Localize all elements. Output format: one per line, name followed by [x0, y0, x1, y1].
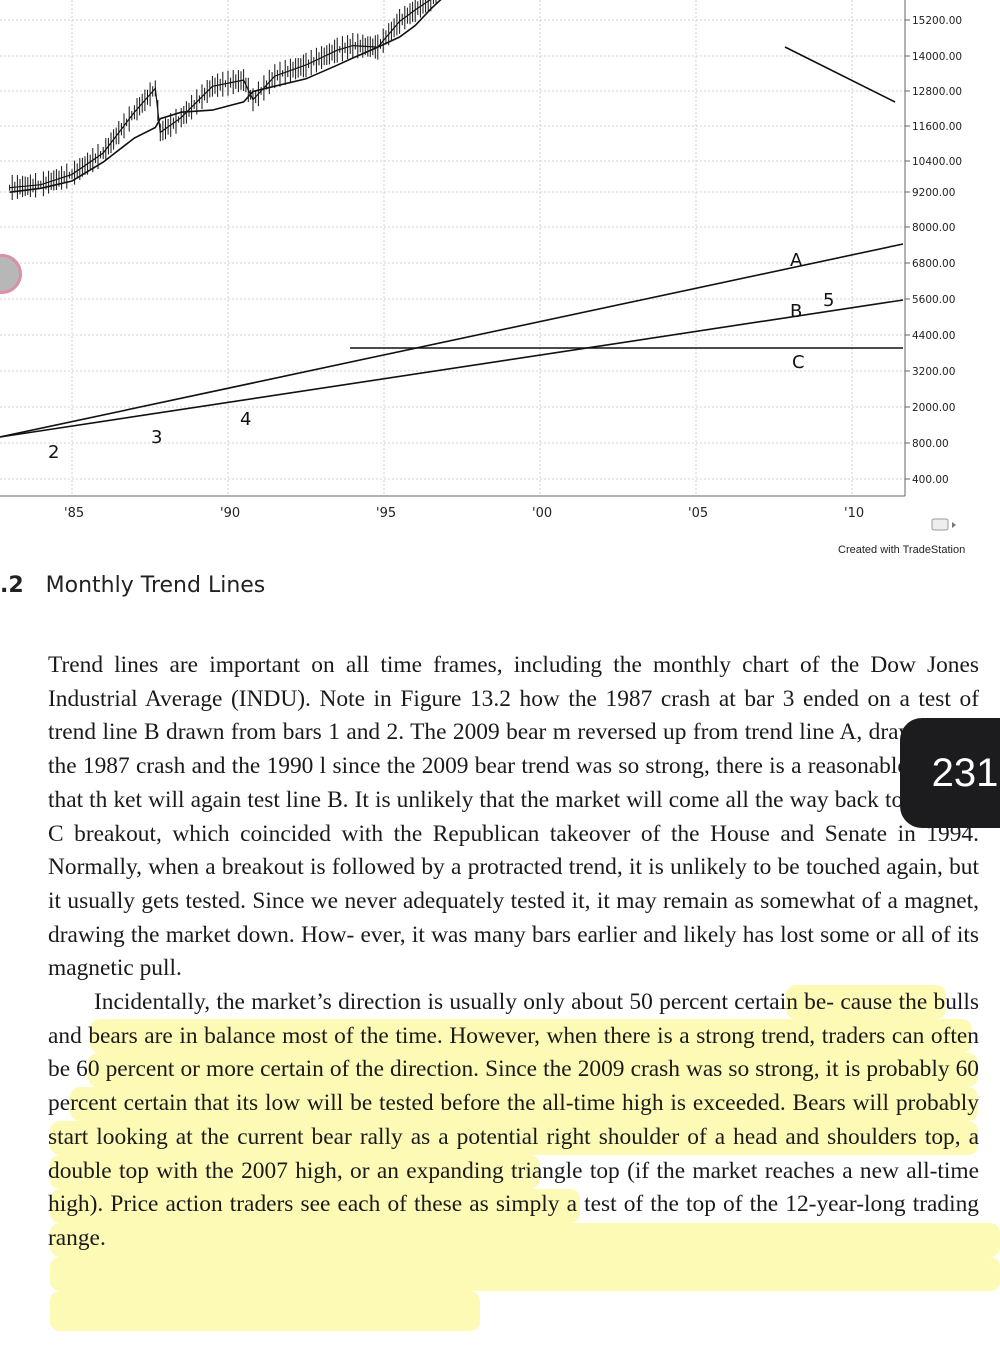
trend-line-label-b: B: [790, 301, 802, 322]
highlight-mark: [50, 1257, 1000, 1291]
paragraph-2: Incidentally, the market’s direction is …: [48, 986, 979, 1256]
text-line: the current bear rally as a potential ri…: [200, 1123, 979, 1150]
trend-line-b: [0, 299, 904, 438]
text-line: is unlikely to be touched again, but it …: [48, 854, 979, 914]
monthly-chart: 15200.00 14000.00 12800.00 11600.00 10400.00…: [0, 0, 962, 531]
x-axis: '85 '90 '95 '00 '05 '10: [64, 506, 864, 521]
text-line: tested it, it may remain as somewhat of …: [48, 887, 979, 948]
text-line: cause the bulls and bears are in balance…: [48, 989, 979, 1049]
text-line: since the 2009 bear trend was so strong,…: [48, 753, 979, 813]
y-tick-label: 9200.00: [912, 187, 955, 199]
text-line: double top with the 2007 high, or an exp…: [48, 1157, 835, 1184]
x-tick-label: '05: [688, 506, 708, 521]
paragraph-1: Trend lines are important on all time fr…: [48, 649, 979, 986]
text-line: be tested before the all-time high is ex…: [48, 1090, 979, 1150]
chart-credit: Created with TradeStation: [838, 544, 966, 556]
text-line: bar 3 ended on a test of trend line B dr…: [48, 685, 979, 746]
y-tick-label: 400.00: [912, 474, 949, 486]
resistance-line: [784, 46, 896, 103]
trend-line-label-c: C: [792, 352, 805, 373]
text-line: Since the 2009 crash was so strong, it i…: [48, 1056, 979, 1117]
price-bars: [9, 0, 437, 200]
moving-average-line: [9, 0, 442, 193]
bar-label-3: 3: [151, 427, 162, 448]
x-tick-label: '00: [532, 506, 552, 521]
highlight-mark: [50, 1291, 480, 1331]
y-tick-label: 4400.00: [912, 330, 955, 342]
text-line: Trend lines are important on all time fr…: [48, 652, 860, 678]
x-tick-label: '90: [220, 506, 240, 521]
y-tick-label: 8000.00: [912, 222, 955, 234]
text-line: a new all-time high). Price action trade…: [48, 1157, 979, 1218]
text-line: top of the 12-year-long trading range.: [48, 1191, 979, 1251]
page-number-tab[interactable]: 231: [900, 718, 1000, 828]
figure-title: Monthly Trend Lines: [45, 573, 266, 598]
y-tick-label: 15200.00: [912, 15, 962, 27]
text-line: is a strong trend, traders can often be …: [48, 1022, 979, 1083]
y-tick-label: 6800.00: [912, 258, 955, 270]
y-tick-label: 14000.00: [912, 51, 962, 63]
y-tick-label: 2000.00: [912, 402, 955, 414]
body-text: Trend lines are important on all time fr…: [48, 649, 979, 1256]
text-line: ket will again test line B. It is unlike…: [113, 786, 879, 813]
trend-line-a: [0, 243, 904, 438]
x-tick-label: '10: [844, 506, 864, 521]
bar-label-5: 5: [823, 290, 834, 311]
text-line: Incidentally, the market’s direction is …: [94, 989, 835, 1016]
y-tick-label: 12800.00: [912, 86, 962, 98]
figure-number: .2: [0, 573, 24, 598]
y-tick-label: 10400.00: [912, 156, 962, 168]
bar-label-2: 2: [48, 442, 59, 463]
text-line: Dow Jones Industrial Average (INDU). Not…: [48, 652, 979, 712]
y-tick-label: 800.00: [912, 438, 949, 450]
chart-menu-icon[interactable]: [931, 518, 956, 531]
y-tick-label: 5600.00: [912, 294, 955, 306]
price-line: [9, 0, 431, 189]
page-number: 231: [931, 750, 999, 795]
x-tick-label: '95: [376, 506, 396, 521]
chart-gridlines: [0, 0, 905, 496]
y-tick-label: 3200.00: [912, 366, 955, 378]
x-tick-label: '85: [64, 506, 84, 521]
figure-caption: .2 Monthly Trend Lines: [0, 573, 265, 598]
text-line: ever, it was many bars earlier and likel…: [48, 921, 979, 982]
y-tick-label: 11600.00: [912, 121, 962, 133]
trend-line-label-a: A: [790, 250, 803, 271]
bar-label-4: 4: [240, 409, 251, 430]
y-axis: 15200.00 14000.00 12800.00 11600.00 10400.00…: [905, 15, 962, 486]
